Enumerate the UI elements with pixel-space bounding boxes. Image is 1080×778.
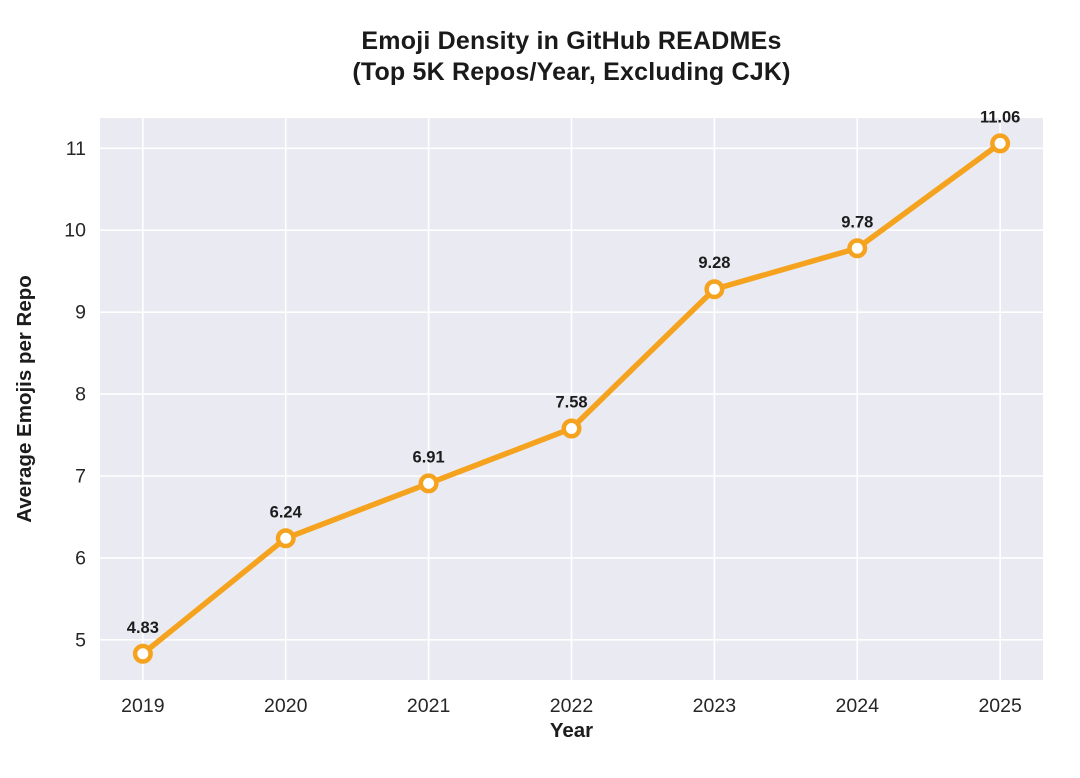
data-point-marker xyxy=(704,279,725,300)
data-point-label: 7.58 xyxy=(555,393,587,411)
chart-title-line-1: Emoji Density in GitHub READMEs xyxy=(361,27,782,55)
data-point-marker xyxy=(275,528,296,549)
x-tick-label: 2023 xyxy=(693,695,736,717)
y-tick-label: 9 xyxy=(75,302,86,324)
y-tick-label: 6 xyxy=(75,547,86,569)
x-tick-label: 2022 xyxy=(550,695,593,717)
y-axis-label: Average Emojis per Repo xyxy=(13,275,36,523)
data-point-label: 6.91 xyxy=(413,448,445,466)
x-tick-label: 2025 xyxy=(978,695,1022,717)
x-tick-label: 2019 xyxy=(121,695,164,717)
x-tick-label: 2024 xyxy=(836,695,880,717)
chart-title-line-2: (Top 5K Repos/Year, Excluding CJK) xyxy=(352,57,791,86)
data-point-label: 4.83 xyxy=(127,619,159,637)
y-tick-label: 5 xyxy=(75,629,86,651)
y-tick-label: 8 xyxy=(75,384,86,406)
data-point-marker xyxy=(847,238,868,259)
data-point-marker xyxy=(418,473,439,494)
data-point-label: 9.28 xyxy=(698,254,730,272)
y-tick-label: 10 xyxy=(64,220,86,242)
data-point-label: 9.78 xyxy=(841,213,873,231)
y-tick-label: 7 xyxy=(75,466,86,488)
x-axis-label: Year xyxy=(550,719,593,742)
x-tick-label: 2021 xyxy=(407,695,450,717)
data-point-label: 6.24 xyxy=(270,503,303,521)
data-point-marker xyxy=(990,133,1011,154)
data-point-marker xyxy=(132,643,153,664)
y-tick-label: 11 xyxy=(66,138,86,160)
data-point-label: 11.06 xyxy=(980,108,1020,126)
chart-title: Emoji Density in GitHub READMEs (Top 5K … xyxy=(100,26,1043,87)
data-point-marker xyxy=(561,418,582,439)
x-tick-label: 2020 xyxy=(264,695,308,717)
